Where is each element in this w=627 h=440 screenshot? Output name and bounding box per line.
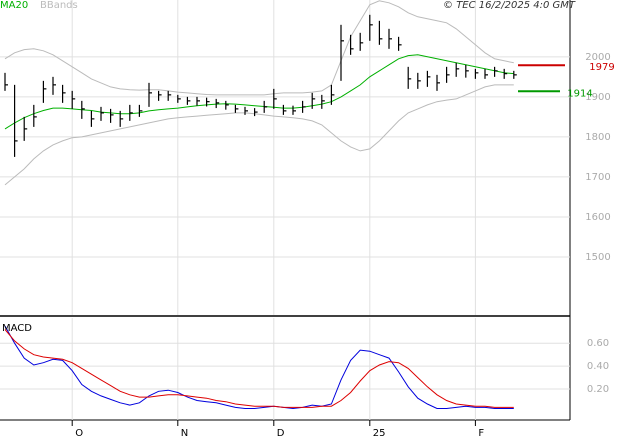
x-tick-label: N [181, 428, 188, 439]
y-tick-label: 0.60 [587, 338, 609, 349]
credit: © TEC 16/2/2025 4:0 GMT [443, 0, 576, 11]
macd-title: MACD [2, 323, 32, 334]
y-tick-label: 1600 [585, 212, 610, 223]
y-tick-label: 2000 [585, 52, 610, 63]
reference-label: 1914 [567, 88, 592, 99]
y-tick-label: 1900 [585, 92, 610, 103]
y-tick-label: 1500 [585, 252, 610, 263]
bband-upper [4, 0, 514, 96]
legend-bbands: BBands [40, 0, 78, 11]
bband-lower [4, 84, 514, 186]
y-tick-label: 1700 [585, 172, 610, 183]
macd-line [4, 329, 514, 408]
x-tick-label: 25 [373, 428, 386, 439]
reference-label: 1979 [589, 62, 614, 73]
y-tick-label: 1800 [585, 132, 610, 143]
y-tick-label: 0.20 [587, 384, 609, 395]
macd-line [4, 325, 514, 410]
x-tick-label: D [277, 428, 285, 439]
x-tick-label: F [478, 428, 484, 439]
ma20-line [4, 54, 514, 130]
legend-ma20: MA20 [0, 0, 28, 11]
plot-layer: O N D 25 F 1500 1600 1700 1800 1900 2000 0.20 0.40 0.… [0, 0, 615, 439]
x-tick-label: O [75, 428, 83, 439]
y-tick-label: 0.40 [587, 361, 609, 372]
